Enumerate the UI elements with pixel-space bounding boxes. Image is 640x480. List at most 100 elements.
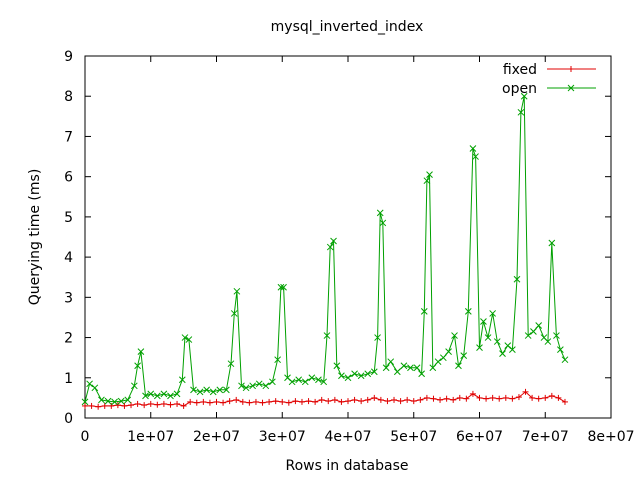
- y-tick-label: 2: [64, 331, 73, 347]
- data-point-fixed: [187, 398, 194, 405]
- legend-sample-open: [547, 84, 596, 92]
- data-point-open: [81, 398, 89, 406]
- data-point-open: [400, 362, 408, 370]
- data-point-open: [223, 386, 230, 394]
- data-point-open: [370, 368, 378, 376]
- x-axis: 0 1e+07 2e+07 3e+07 4e+07 5e+07 6e+07 7e+07 8e+0…: [81, 56, 635, 445]
- x-tick-label: 7e+07: [522, 429, 569, 445]
- data-point-fixed: [226, 398, 233, 405]
- data-point-fixed: [331, 396, 338, 403]
- data-point-fixed: [180, 402, 187, 409]
- y-tick-label: 3: [64, 290, 73, 306]
- data-point-fixed: [529, 394, 536, 401]
- data-point-open: [167, 392, 174, 400]
- data-point-fixed: [515, 394, 522, 401]
- data-point-fixed: [318, 396, 325, 403]
- data-point-fixed: [252, 398, 259, 405]
- data-point-open: [423, 177, 431, 185]
- data-point-fixed: [200, 398, 207, 405]
- data-point-fixed: [259, 399, 266, 406]
- data-point-open: [374, 334, 381, 341]
- data-point-open: [280, 283, 287, 291]
- data-point-open: [509, 346, 516, 353]
- series-fixed: [82, 388, 568, 410]
- data-point-fixed: [476, 394, 483, 401]
- data-point-fixed: [437, 396, 444, 403]
- data-point-fixed: [174, 400, 181, 407]
- data-point-open: [476, 344, 483, 351]
- data-point-open: [469, 145, 477, 152]
- data-point-open: [351, 370, 358, 378]
- data-point-open: [376, 209, 384, 217]
- data-point-fixed: [298, 398, 305, 405]
- data-point-open: [274, 356, 282, 364]
- data-point-open: [238, 382, 245, 390]
- data-point-open: [301, 378, 309, 386]
- data-point-open: [557, 346, 564, 353]
- data-point-fixed: [285, 399, 292, 406]
- data-point-fixed: [95, 403, 102, 410]
- data-point-open: [460, 352, 468, 360]
- data-point-open: [420, 308, 428, 315]
- data-point-fixed: [154, 401, 161, 408]
- data-point-fixed: [483, 395, 490, 402]
- data-point-open: [561, 356, 569, 364]
- data-point-open: [86, 380, 93, 388]
- data-point-fixed: [423, 394, 430, 401]
- data-point-open: [315, 376, 322, 384]
- y-tick-label: 6: [64, 170, 73, 186]
- data-point-open: [98, 396, 105, 404]
- data-point-open: [344, 374, 352, 382]
- data-point-fixed: [213, 398, 220, 405]
- data-point-open: [142, 392, 149, 400]
- data-point-fixed: [410, 398, 417, 405]
- data-point-open: [137, 348, 145, 355]
- data-point-fixed: [193, 399, 200, 406]
- data-point-open: [413, 364, 421, 372]
- data-point-open: [262, 382, 270, 390]
- x-tick-label: 5e+07: [390, 429, 437, 445]
- data-point-open: [295, 376, 303, 384]
- data-point-open: [249, 382, 257, 390]
- data-point-fixed: [114, 402, 121, 409]
- data-point-fixed: [134, 400, 141, 407]
- data-point-fixed: [167, 401, 174, 408]
- y-axis-label: Querying time (ms): [27, 169, 43, 306]
- y-tick-label: 8: [64, 89, 73, 105]
- data-point-open: [185, 336, 193, 343]
- x-tick-label: 1e+07: [127, 429, 174, 445]
- data-point-fixed: [279, 398, 286, 405]
- data-point-open: [277, 283, 285, 291]
- plot-area: [84, 55, 612, 419]
- data-point-open: [227, 360, 235, 368]
- data-point-fixed: [292, 398, 299, 405]
- data-point-fixed: [147, 400, 154, 407]
- x-tick-label: 6e+07: [456, 429, 503, 445]
- data-point-open: [104, 397, 112, 405]
- data-point-fixed: [220, 399, 227, 406]
- data-point-open: [357, 372, 365, 380]
- data-point-open: [517, 108, 525, 116]
- data-point-open: [472, 153, 479, 160]
- data-point-fixed: [88, 402, 95, 409]
- data-point-fixed: [239, 398, 246, 405]
- data-point-fixed: [542, 394, 549, 401]
- legend: fixed open: [502, 62, 596, 97]
- data-point-open: [323, 332, 331, 339]
- x-tick-label: 3e+07: [259, 429, 306, 445]
- data-point-fixed: [371, 394, 378, 401]
- data-point-open: [111, 398, 118, 406]
- data-point-open: [338, 372, 345, 380]
- data-point-open: [464, 308, 472, 315]
- y-tick-label: 7: [64, 129, 73, 145]
- data-point-fixed: [430, 395, 437, 402]
- data-point-open: [203, 386, 210, 394]
- data-point-fixed: [450, 396, 457, 403]
- data-point-open: [364, 370, 372, 378]
- data-point-fixed: [246, 399, 253, 406]
- data-point-fixed: [160, 400, 167, 407]
- data-point-open: [233, 287, 241, 295]
- legend-sample-fixed: [547, 66, 596, 72]
- data-point-fixed: [496, 395, 503, 402]
- chart-title: mysql_inverted_index: [271, 19, 424, 35]
